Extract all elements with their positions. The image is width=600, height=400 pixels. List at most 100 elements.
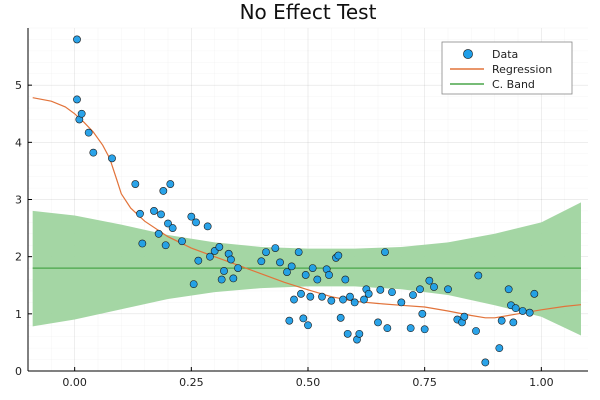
data-point (164, 219, 172, 228)
data-point (425, 276, 434, 285)
y-tick-label: 2 (15, 251, 22, 264)
data-point (290, 295, 298, 304)
data-point (416, 285, 424, 294)
data-point (301, 271, 310, 279)
data-point (168, 224, 177, 232)
data-point (308, 264, 317, 272)
data-point (376, 285, 385, 294)
data-point (336, 313, 345, 322)
x-tick-label: 0.50 (296, 376, 321, 389)
data-point (73, 35, 81, 44)
data-point (108, 154, 116, 163)
data-point (131, 180, 140, 188)
data-point (318, 292, 326, 301)
legend-label-regression: Regression (492, 63, 552, 76)
data-point (157, 210, 165, 219)
data-point (418, 309, 427, 318)
data-point (341, 275, 350, 284)
data-point (217, 275, 226, 284)
data-point (364, 289, 373, 298)
data-point (73, 95, 81, 104)
data-point (472, 327, 480, 335)
regression-layer (32, 97, 582, 319)
data-point (227, 255, 235, 264)
data-point (203, 222, 212, 231)
x-tick-label: 1.00 (529, 376, 554, 389)
data-point (325, 271, 333, 279)
data-point (525, 308, 534, 317)
data-point (220, 267, 228, 275)
data-point (294, 248, 303, 256)
data-point (187, 212, 196, 221)
data-point (474, 271, 483, 280)
data-point (166, 180, 175, 188)
data-point (388, 288, 396, 297)
data-point (420, 325, 429, 334)
data-points-layer (73, 35, 539, 367)
y-tick-label: 3 (15, 194, 22, 207)
data-point (504, 285, 513, 294)
data-point (159, 187, 168, 195)
data-point (327, 296, 336, 305)
data-point (495, 344, 504, 353)
data-point (511, 304, 520, 313)
legend-label-data: Data (492, 48, 518, 61)
data-point (444, 285, 452, 294)
data-point (497, 316, 506, 325)
data-point (334, 251, 343, 260)
data-point (287, 262, 296, 271)
data-point (481, 358, 490, 367)
y-tick-label: 5 (15, 79, 22, 92)
data-point (161, 241, 170, 250)
data-point (518, 307, 527, 315)
data-point (89, 148, 98, 157)
data-point (271, 244, 280, 252)
legend-label-band: C. Band (492, 78, 535, 91)
y-tick-label: 4 (15, 136, 22, 149)
data-point (276, 258, 284, 267)
data-point (313, 275, 322, 284)
x-tick-label: 0.75 (412, 376, 437, 389)
data-point (346, 292, 354, 301)
data-point (374, 318, 382, 327)
data-point (299, 314, 308, 323)
confidence-band-layer (32, 202, 581, 336)
data-point (84, 128, 93, 137)
data-point (297, 289, 305, 298)
data-point (234, 264, 242, 272)
data-point (262, 248, 270, 256)
data-point (381, 248, 389, 256)
regression-line (32, 97, 582, 319)
data-point (206, 252, 214, 261)
data-point (189, 280, 198, 289)
data-point (343, 329, 352, 338)
data-point (283, 268, 291, 277)
data-point (257, 257, 266, 266)
x-tick-label: 0.25 (179, 376, 204, 389)
confidence-band-area (32, 202, 581, 336)
data-point (509, 318, 518, 327)
x-tick-label: 0.00 (62, 376, 87, 389)
data-point (192, 218, 200, 227)
axes-layer: 0.00 0.25 0.50 0.75 1.00 0 1 2 3 4 5 (15, 28, 588, 389)
chart-title: No Effect Test (240, 0, 377, 24)
data-point (194, 256, 203, 265)
plot-area: 0.00 0.25 0.50 0.75 1.00 0 1 2 3 4 5 (15, 27, 588, 389)
data-point (304, 321, 312, 330)
data-point (430, 283, 438, 291)
data-point (229, 274, 238, 283)
data-point (350, 298, 359, 307)
y-tick-label: 0 (15, 365, 22, 378)
data-point (339, 295, 347, 304)
legend-data-marker (463, 49, 473, 59)
data-point (397, 298, 406, 307)
data-point (409, 291, 417, 299)
data-point (150, 207, 158, 215)
data-point (77, 109, 86, 118)
data-point (360, 295, 368, 304)
data-point (355, 329, 364, 338)
data-point (383, 324, 392, 333)
data-point (136, 209, 144, 218)
